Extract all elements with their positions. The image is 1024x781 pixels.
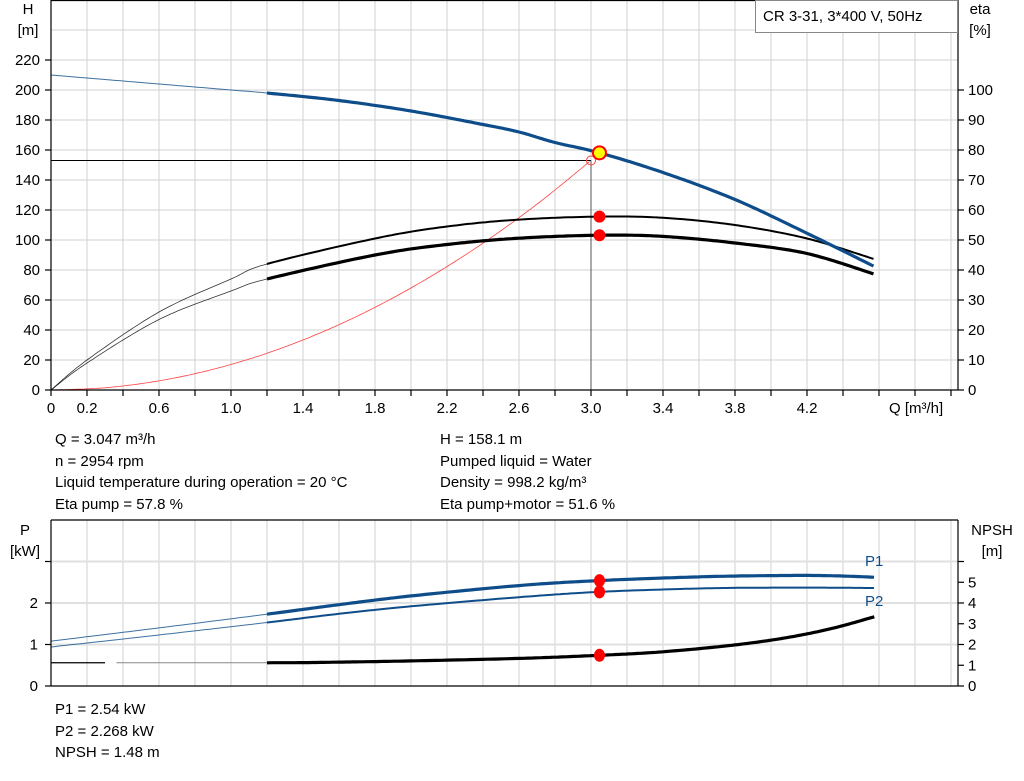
npsh-tick-label: 0 [968, 678, 976, 695]
grid-top [51, 0, 958, 390]
h-tick-label: 60 [23, 292, 40, 309]
h-tick-label: 40 [23, 322, 40, 339]
h-tick-label: 80 [23, 262, 40, 279]
eta-tick-label: 40 [968, 262, 985, 279]
q-tick-label: 1.4 [293, 400, 314, 417]
p2-label: P2 [865, 593, 883, 610]
npsh-curve [266, 615, 875, 665]
h-axis-name: H [23, 1, 34, 18]
liquid-result: Pumped liquid = Water [440, 452, 592, 470]
eta-tick-label: 70 [968, 172, 985, 189]
eta-tick-label: 50 [968, 232, 985, 249]
axes [45, 0, 964, 687]
eta-axis-name: eta [970, 1, 992, 18]
title-box [755, 0, 958, 33]
q-tick-label: 3.4 [653, 400, 674, 417]
npsh-tick-label: 3 [968, 616, 976, 633]
npsh-tick-label: 2 [968, 637, 976, 654]
p-axis-unit: [kW] [10, 543, 40, 560]
eta-tick-label: 10 [968, 352, 985, 369]
system-curve [50, 161, 590, 391]
q-tick-label: 2.6 [509, 400, 530, 417]
temperature-result: Liquid temperature during operation = 20… [55, 474, 348, 491]
results-right: H = 158.1 m Pumped liquid = Water Densit… [440, 429, 615, 515]
duty-point-marker [591, 145, 607, 161]
q-axis-label: Q [m³/h] [889, 400, 943, 417]
tick-labels: 0 0.2 0.6 1.0 1.4 1.8 2.2 2.6 3.0 3.4 3.8 4.2020406… [15, 52, 993, 695]
q-tick-label: 2.2 [437, 400, 458, 417]
h-tick-label: 20 [23, 352, 40, 369]
head-curve [266, 91, 875, 268]
eta-pump-marker [593, 210, 606, 223]
eta-tick-label: 80 [968, 142, 985, 159]
p1-label: P1 [865, 553, 883, 570]
h-tick-label: 140 [15, 172, 40, 189]
h-tick-label: 0 [32, 382, 40, 399]
p2-curve [266, 586, 874, 624]
eta-axis-unit: [%] [969, 22, 991, 39]
results-left: Q = 3.047 m³/h n = 2954 rpm Liquid tempe… [55, 429, 347, 515]
speed-result: n = 2954 rpm [55, 452, 144, 470]
q-tick-label: 0 [47, 400, 55, 417]
p1-result: P1 = 2.54 kW [55, 701, 146, 718]
eta-tick-label: 60 [968, 202, 985, 219]
npsh-tick-label: 4 [968, 595, 976, 612]
eta-pump-motor-curve-extension [50, 278, 268, 391]
eta-tick-label: 30 [968, 292, 985, 309]
q-tick-label: 1.0 [221, 400, 242, 417]
h-axis-unit: [m] [18, 22, 39, 39]
h-tick-label: 180 [15, 112, 40, 129]
npsh-axis-name: NPSH [971, 522, 1013, 539]
q-tick-label: 1.8 [365, 400, 386, 417]
p-tick-label: 1 [30, 637, 38, 654]
npsh-axis-unit: [m] [982, 543, 1003, 560]
system-point [586, 155, 596, 166]
q-tick-label: 3.0 [581, 400, 602, 417]
p2-curve-extension [50, 622, 268, 648]
p2-marker [593, 585, 605, 599]
head-result: H = 158.1 m [440, 431, 523, 448]
q-tick-label: 0.2 [77, 400, 98, 417]
eta-pump-motor-marker [593, 229, 606, 242]
chart-marks [50, 74, 875, 665]
chart-title: CR 3-31, 3*400 V, 50Hz [763, 8, 923, 25]
npsh-result: NPSH = 1.48 m [55, 744, 160, 761]
p-tick-label: 2 [30, 595, 38, 612]
npsh-tick-label: 5 [968, 574, 976, 591]
flow-result: Q = 3.047 m³/h [55, 431, 156, 448]
h-tick-label: 160 [15, 142, 40, 159]
eta-tick-label: 0 [968, 382, 976, 399]
q-tick-label: 0.6 [149, 400, 170, 417]
p2-result: P2 = 2.268 kW [55, 722, 154, 740]
eta-tick-label: 100 [968, 82, 993, 99]
eta-pump-curve-extension [50, 263, 268, 391]
p1-curve-extension [50, 613, 268, 642]
eta-tick-label: 90 [968, 112, 985, 129]
results-power: P1 = 2.54 kW P2 = 2.268 kW NPSH = 1.48 m [55, 699, 160, 764]
eta-pump-result: Eta pump = 57.8 % [55, 495, 183, 513]
h-tick-label: 200 [15, 82, 40, 99]
q-tick-label: 4.2 [797, 400, 818, 417]
q-tick-label: 3.8 [725, 400, 746, 417]
h-tick-label: 120 [15, 202, 40, 219]
h-tick-label: 100 [15, 232, 40, 249]
npsh-marker [593, 648, 605, 662]
head-curve-extension [50, 74, 268, 94]
density-result: Density = 998.2 kg/m³ [440, 474, 587, 491]
p1-curve [266, 573, 874, 616]
grid-bottom [51, 520, 958, 686]
h-tick-label: 220 [15, 52, 40, 69]
p1-marker [593, 574, 605, 588]
eta-tick-label: 20 [968, 322, 985, 339]
p-axis-name: P [20, 522, 30, 539]
eta-pump-motor-result: Eta pump+motor = 51.6 % [440, 495, 616, 513]
npsh-tick-label: 1 [968, 657, 976, 674]
p-tick-label: 0 [30, 678, 38, 695]
